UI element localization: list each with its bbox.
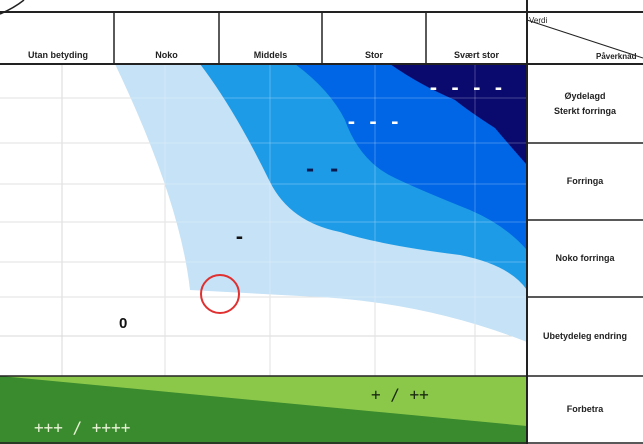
column-label-utan-betyding: Utan betyding [28,50,88,60]
symbol-medium-negative: - - [304,157,341,181]
column-label-svaert-stor: Svært stor [453,50,499,60]
symbol-neutral: 0 [119,315,128,332]
symbol-positive: + / ++ [371,385,429,404]
corner-label-verdi: Verdi [529,16,548,25]
large-positive-zone [0,376,527,444]
column-label-noko: Noko [155,50,178,60]
row-label-ubetydeleg-endring: Ubetydeleg endring [527,297,643,376]
row-label-noko-forringa: Noko forringa [527,220,643,297]
row-label-forbetra: Forbetra [527,376,643,443]
highlight-marker [200,274,240,314]
row-label-oydelagd: Øydelagd Sterkt forringa [527,64,643,143]
symbol-very-large-negative: - - - - [428,78,504,99]
symbol-large-negative: - - - [346,112,401,133]
corner-stroke [0,0,25,15]
column-label-stor: Stor [365,50,383,60]
row-label-line: Noko forringa [555,253,615,263]
row-label-line: Ubetydeleg endring [542,331,627,341]
row-label-forringa: Forringa [527,143,643,220]
row-label-line: Forringa [566,176,604,186]
symbol-large-positive: +++ / ++++ [34,418,131,437]
very-large-negative-zone [390,64,527,165]
row-label-line: Øydelagd [564,90,606,101]
column-label-middels: Middels [253,50,288,60]
grid-overlay [0,64,527,376]
row-label-line: Forbetra [566,404,604,414]
corner-label-paverknad: Påverknad [596,52,637,61]
row-label-line: Sterkt forringa [553,105,616,116]
symbol-small-negative: - [234,227,245,248]
